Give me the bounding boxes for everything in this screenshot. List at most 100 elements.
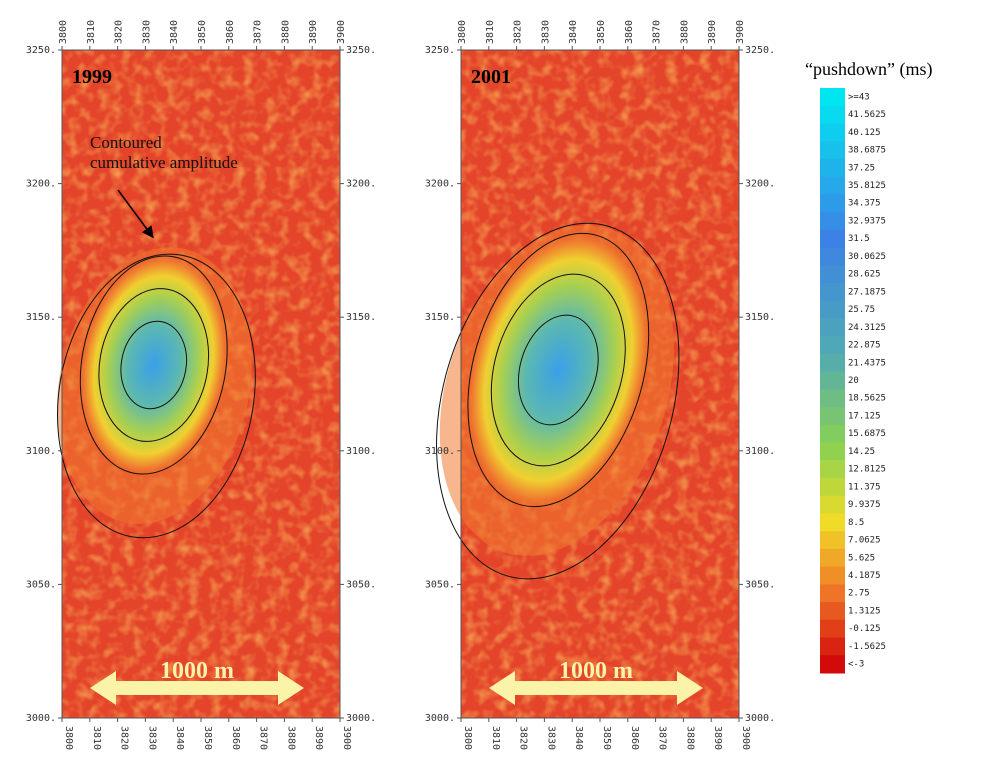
colorbar-label: 15.6875	[848, 429, 886, 439]
x-tick-label: 3900	[336, 20, 347, 44]
x-tick-label: 3830	[146, 726, 157, 750]
x-tick-label: 3880	[684, 726, 695, 750]
y-tick-label: 3100.	[425, 446, 455, 457]
colorbar-swatch	[820, 229, 845, 249]
colorbar-label: 24.3125	[848, 323, 886, 333]
colorbar-swatch	[820, 548, 845, 568]
x-tick-label: 3900	[740, 726, 751, 750]
x-tick-label: 3840	[573, 726, 584, 750]
scale-label: 1000 m	[160, 658, 234, 684]
x-tick-label: 3800	[58, 20, 69, 44]
y-tick-label: 3200.	[346, 179, 376, 190]
x-tick-label: 3850	[596, 20, 607, 44]
y-tick-label: 3000.	[425, 713, 455, 724]
colorbar-label: 4.1875	[848, 571, 881, 581]
colorbar-label: 34.375	[848, 199, 881, 209]
colorbar-label: 1.3125	[848, 606, 881, 616]
colorbar-label: 8.5	[848, 518, 864, 528]
annotation-arrow	[117, 189, 154, 239]
colorbar-swatch	[820, 495, 845, 514]
colorbar-label: 5.625	[848, 553, 875, 563]
colorbar-swatch	[820, 353, 845, 373]
y-tick-label: 3100.	[346, 446, 376, 457]
x-tick-label: 3880	[679, 20, 690, 44]
x-tick-label: 3860	[225, 20, 236, 44]
colorbar-label: 18.5625	[848, 394, 886, 404]
contour	[517, 314, 599, 426]
x-tick-label: 3870	[657, 726, 668, 750]
colorbar-swatch	[820, 212, 845, 231]
panel-label: 2001	[471, 66, 511, 88]
colorbar-swatch	[820, 123, 845, 142]
colorbar-label: -0.125	[848, 624, 881, 634]
anomaly	[463, 228, 653, 512]
x-tick-label: 3850	[601, 726, 612, 750]
y-tick-label: 3250.	[346, 45, 376, 56]
y-tick-label: 3200.	[425, 179, 455, 190]
x-tick-label: 3850	[197, 20, 208, 44]
colorbar-label: 41.5625	[848, 110, 886, 120]
contour	[490, 273, 626, 467]
colorbar-swatch	[820, 247, 845, 266]
x-tick-label: 3810	[485, 20, 496, 44]
y-tick-label: 3250.	[425, 45, 455, 56]
y-tick-label: 3000.	[745, 713, 775, 724]
colorbar-swatch	[820, 389, 845, 408]
colorbar-label: 31.5	[848, 234, 870, 244]
colorbar-label: 22.875	[848, 341, 881, 351]
x-tick-label: 3860	[629, 726, 640, 750]
scale-arrow	[90, 671, 304, 705]
y-tick-label: 3050.	[26, 579, 56, 590]
colorbar-swatch	[820, 88, 845, 107]
y-tick-label: 3150.	[26, 312, 56, 323]
annotation: Contoured cumulative amplitude	[90, 133, 238, 172]
y-tick-label: 3200.	[745, 179, 775, 190]
y-tick-label: 3000.	[26, 713, 56, 724]
x-tick-label: 3810	[91, 726, 102, 750]
x-tick-label: 3890	[308, 20, 319, 44]
colorbar-swatch	[820, 442, 845, 461]
colorbar-title: “pushdown” (ms)	[805, 59, 932, 80]
colorbar-swatch	[820, 283, 845, 302]
x-tick-label: 3900	[735, 20, 746, 44]
colorbar-swatch	[820, 460, 845, 479]
x-tick-label: 3890	[313, 726, 324, 750]
x-tick-label: 3810	[86, 20, 97, 44]
contour	[436, 222, 680, 580]
scale-label: 1000 m	[559, 658, 633, 684]
colorbar-swatch	[820, 531, 845, 550]
y-tick-label: 3050.	[425, 579, 455, 590]
contour	[467, 232, 650, 508]
x-tick-label: 3880	[280, 20, 291, 44]
colorbar-label: 37.25	[848, 163, 875, 173]
x-tick-label: 3850	[202, 726, 213, 750]
colorbar-label: 21.4375	[848, 358, 886, 368]
colorbar-label: 9.9375	[848, 500, 881, 510]
x-tick-label: 3870	[253, 20, 264, 44]
colorbar-swatch	[820, 300, 845, 319]
anomaly	[77, 251, 231, 479]
x-tick-label: 3890	[712, 726, 723, 750]
colorbar-label: 30.0625	[848, 252, 886, 262]
x-tick-label: 3840	[174, 726, 185, 750]
x-tick-label: 3800	[63, 726, 74, 750]
y-tick-label: 3150.	[346, 312, 376, 323]
contour	[120, 320, 188, 410]
colorbar-swatch	[820, 158, 845, 178]
x-tick-label: 3830	[545, 726, 556, 750]
y-tick-label: 3100.	[26, 446, 56, 457]
colorbar-swatch	[820, 513, 845, 532]
colorbar-label: <-3	[848, 660, 864, 670]
colorbar-swatch	[820, 424, 845, 444]
x-tick-label: 3900	[341, 726, 352, 750]
y-tick-label: 3250.	[26, 45, 56, 56]
colorbar-label: 38.6875	[848, 146, 886, 156]
x-tick-label: 3830	[141, 20, 152, 44]
y-tick-label: 3250.	[745, 45, 775, 56]
colorbar-swatch	[820, 478, 845, 497]
colorbar-label: 20	[848, 376, 859, 386]
colorbar-label: -1.5625	[848, 642, 886, 652]
colorbar-label: 17.125	[848, 411, 881, 421]
y-tick-label: 3050.	[745, 579, 775, 590]
